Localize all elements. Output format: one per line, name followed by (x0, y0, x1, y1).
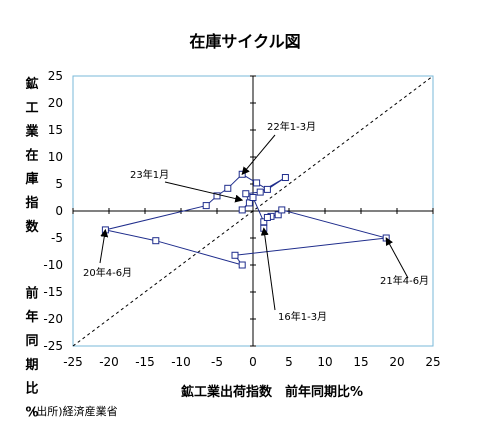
data-point (213, 192, 221, 200)
data-point (263, 185, 271, 193)
data-point (281, 174, 289, 182)
y-axis-label-char: 期 (25, 358, 38, 373)
x-tick-label: 5 (285, 355, 293, 369)
y-tick-label: 5 (55, 177, 63, 191)
y-axis-label-char: % (25, 405, 38, 420)
x-tick-label: 20 (389, 355, 404, 369)
annotation-arrow (260, 227, 276, 311)
y-tick-label: 0 (55, 204, 63, 218)
data-point (152, 237, 160, 245)
y-axis-label-char: 数 (25, 219, 39, 235)
y-tick-label: -15 (43, 285, 63, 299)
annotations: 22年1-3月 23年1月 20年4-6月 21年4-6月 16年1-3月 (83, 120, 429, 323)
y-axis-label-char: 比 (25, 381, 38, 397)
x-tick-label: -20 (99, 355, 119, 369)
annotation-label: 20年4-6月 (83, 266, 132, 279)
annotation-arrow (99, 228, 109, 264)
data-point (224, 184, 232, 192)
annotation-label: 16年1-3月 (278, 310, 327, 323)
y-axis-label-char: 業 (24, 124, 39, 140)
annotation-arrow (385, 237, 409, 279)
y-axis-label-char: 年 (25, 309, 38, 325)
x-tick-label: 10 (317, 355, 332, 369)
annotation-arrow (241, 134, 276, 176)
y-tick-label: 10 (48, 150, 63, 164)
x-tick-label: 0 (249, 355, 257, 369)
y-tick-label: -10 (43, 258, 63, 272)
data-point (253, 179, 261, 187)
x-tick-label: -25 (63, 355, 83, 369)
data-point (278, 206, 286, 214)
data-point (245, 199, 253, 207)
annotation-arrow (164, 181, 244, 203)
data-point (274, 211, 282, 219)
y-axis-label-char: 同 (25, 334, 38, 349)
data-point (249, 194, 257, 201)
data-point (242, 190, 250, 198)
y-tick-label: 25 (48, 69, 63, 83)
y-axis-label-char: 指 (25, 195, 38, 211)
y-tick-label: 20 (48, 96, 63, 110)
y-axis-label-char: 工 (25, 101, 38, 116)
x-tick-label: -5 (211, 355, 223, 369)
y-axis-label-char: 庫 (25, 171, 38, 187)
annotation-label: 23年1月 (130, 168, 169, 181)
y-axis-label-char: 鉱 (25, 76, 38, 92)
x-tick-label: 25 (425, 355, 440, 369)
data-point (256, 188, 264, 196)
data-point (202, 202, 210, 210)
y-tick-label: 15 (48, 123, 63, 137)
series-line (105, 173, 387, 266)
annotation-label: 21年4-6月 (380, 274, 429, 287)
source-note: (出所)経済産業省 (32, 404, 118, 418)
y-tick-label: -20 (43, 312, 63, 326)
x-axis-label: 鉱工業出荷指数 前年同期比% (181, 384, 363, 400)
x-axis-ticks: -25 -20 -15 -10 -5 0 5 10 15 20 25 (63, 208, 441, 369)
series-markers (101, 170, 390, 269)
x-tick-label: -10 (171, 355, 191, 369)
annotation-label: 22年1-3月 (267, 120, 316, 133)
x-tick-label: 15 (353, 355, 368, 369)
y-axis-label-char: 在 (25, 147, 38, 163)
data-point (263, 213, 271, 221)
data-point (238, 261, 246, 269)
data-point (231, 251, 239, 259)
y-axis-ticks: 25 20 15 10 5 0 -5 -10 -15 -20 -25 (43, 69, 256, 353)
x-tick-label: -15 (135, 355, 155, 369)
y-tick-label: -5 (51, 231, 63, 245)
y-axis-label-char: 前 (25, 285, 38, 301)
chart-title: 在庫サイクル図 (189, 32, 300, 51)
y-tick-label: -25 (43, 339, 63, 353)
data-point (238, 206, 246, 214)
